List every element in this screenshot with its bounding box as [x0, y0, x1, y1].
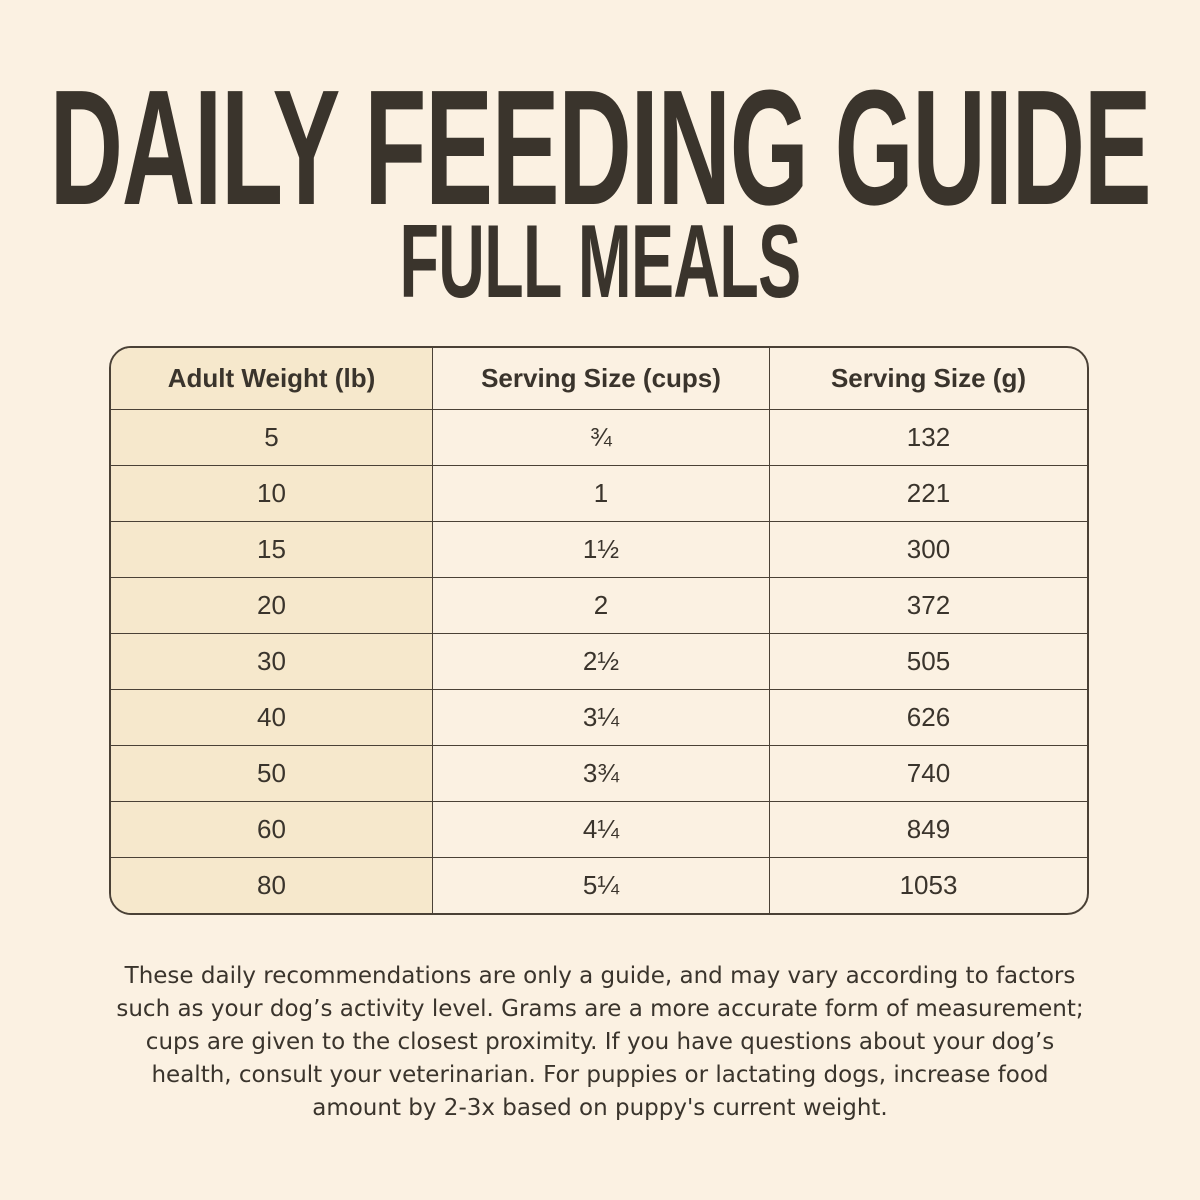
note-line: cups are given to the closest proximity.… [145, 1029, 1055, 1055]
note-line: health, consult your veterinarian. For p… [151, 1062, 1049, 1088]
disclaimer-note: These daily recommendations are only a g… [0, 960, 1200, 1125]
weight-cell: 20 [111, 578, 433, 634]
grams-cell: 221 [770, 466, 1087, 522]
cups-cell: 4¼ [433, 802, 770, 858]
weight-cell: 10 [111, 466, 433, 522]
cups-cell: 2 [433, 578, 770, 634]
note-line: such as your dog’s activity level. Grams… [116, 996, 1084, 1022]
page-title-text: DAILY FEEDING GUIDE [49, 56, 1152, 239]
page-title: DAILY FEEDING GUIDE [0, 56, 1200, 239]
cups-cell: 3¾ [433, 746, 770, 802]
table-header-row: Adult Weight (lb) Serving Size (cups) Se… [111, 348, 1087, 410]
cups-cell: 1½ [433, 522, 770, 578]
grams-cell: 849 [770, 802, 1087, 858]
grams-cell: 626 [770, 690, 1087, 746]
header-cups: Serving Size (cups) [433, 348, 770, 410]
cups-cell: 2½ [433, 634, 770, 690]
weight-cell: 60 [111, 802, 433, 858]
note-line: amount by 2-3x based on puppy's current … [312, 1095, 888, 1121]
grams-cell: 300 [770, 522, 1087, 578]
page-subtitle-text: FULL MEALS [399, 204, 802, 320]
grams-cell: 372 [770, 578, 1087, 634]
cups-cell: 3¼ [433, 690, 770, 746]
table-row: 15 1½ 300 [111, 522, 1087, 578]
page-subtitle: FULL MEALS [0, 204, 1200, 320]
table-row: 60 4¼ 849 [111, 802, 1087, 858]
table-row: 40 3¼ 626 [111, 690, 1087, 746]
weight-cell: 5 [111, 410, 433, 466]
weight-cell: 50 [111, 746, 433, 802]
grams-cell: 132 [770, 410, 1087, 466]
header-grams: Serving Size (g) [770, 348, 1087, 410]
note-line: These daily recommendations are only a g… [124, 963, 1076, 989]
table-row: 5 ¾ 132 [111, 410, 1087, 466]
cups-cell: ¾ [433, 410, 770, 466]
grams-cell: 1053 [899, 870, 958, 900]
table-row: 20 2 372 [111, 578, 1087, 634]
weight-cell: 30 [111, 634, 433, 690]
feeding-table: Adult Weight (lb) Serving Size (cups) Se… [109, 346, 1089, 915]
cups-cell: 1 [433, 466, 770, 522]
table-row: 10 1 221 [111, 466, 1087, 522]
table-row: 30 2½ 505 [111, 634, 1087, 690]
table-row: 80 5¼ 1053 [111, 858, 1087, 913]
header-weight: Adult Weight (lb) [111, 348, 433, 410]
grams-cell: 505 [770, 634, 1087, 690]
table-row: 50 3¾ 740 [111, 746, 1087, 802]
grams-cell: 740 [770, 746, 1087, 802]
weight-cell: 80 [111, 858, 433, 913]
weight-cell: 40 [111, 690, 433, 746]
cups-cell: 5¼ [433, 858, 770, 913]
weight-cell: 15 [111, 522, 433, 578]
